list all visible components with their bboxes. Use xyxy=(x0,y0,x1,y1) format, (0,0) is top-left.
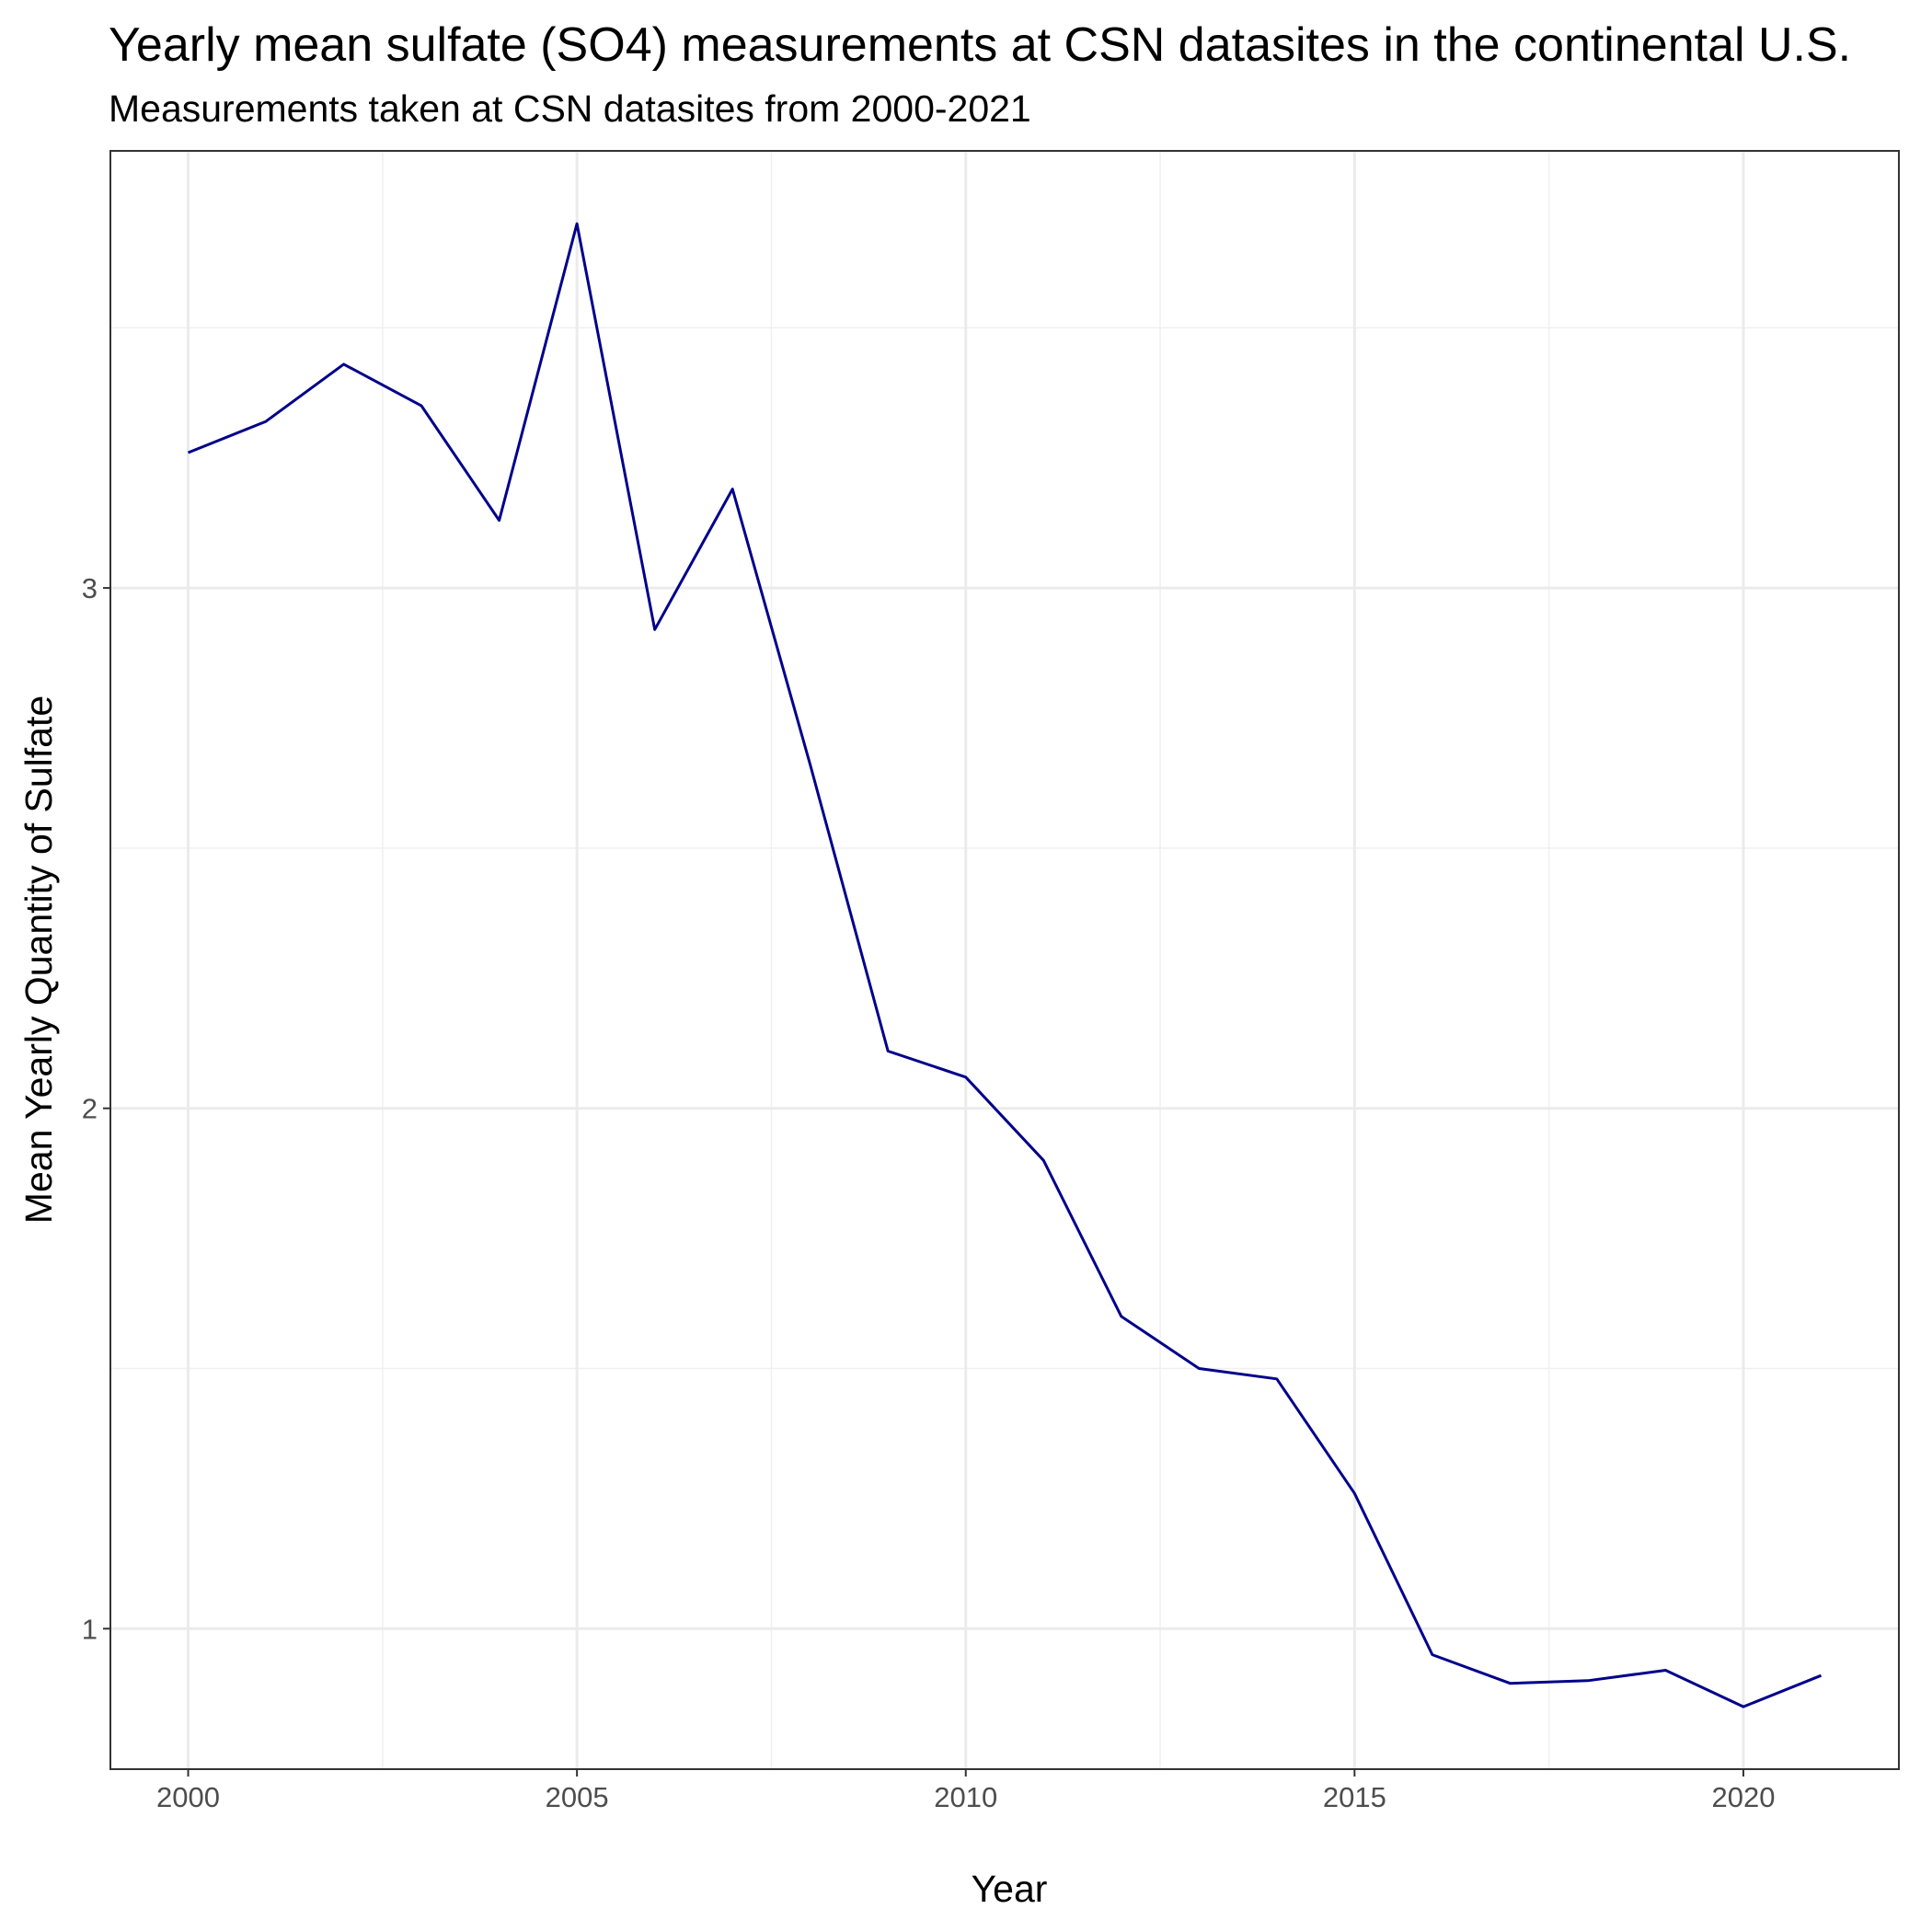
x-tick-label: 2020 xyxy=(1711,1781,1775,1813)
y-tick-label: 2 xyxy=(82,1093,98,1125)
plot-border xyxy=(109,150,1900,1770)
series-line-1 xyxy=(187,222,1823,1708)
grid-major xyxy=(110,151,1899,1769)
x-axis: 2000 2005 2010 2015 2020 xyxy=(156,1769,1775,1813)
chart-subtitle: Measurements taken at CSN datasites from… xyxy=(109,87,1031,130)
y-tick-label: 3 xyxy=(82,572,98,604)
plot-panel xyxy=(110,151,1899,1769)
y-axis-title: Mean Yearly Quantity of Sulfate xyxy=(17,696,60,1224)
series-layer xyxy=(187,222,1823,1708)
chart-title: Yearly mean sulfate (SO4) measurements a… xyxy=(109,18,1851,72)
x-tick-label: 2005 xyxy=(546,1781,609,1813)
x-tick-label: 2015 xyxy=(1323,1781,1386,1813)
grid-minor xyxy=(110,151,1899,1769)
x-axis-title: Year xyxy=(972,1868,1048,1910)
x-tick-label: 2000 xyxy=(156,1781,220,1813)
y-tick-label: 1 xyxy=(82,1613,98,1645)
y-axis: 1 2 3 xyxy=(82,572,110,1645)
x-tick-label: 2010 xyxy=(934,1781,997,1813)
